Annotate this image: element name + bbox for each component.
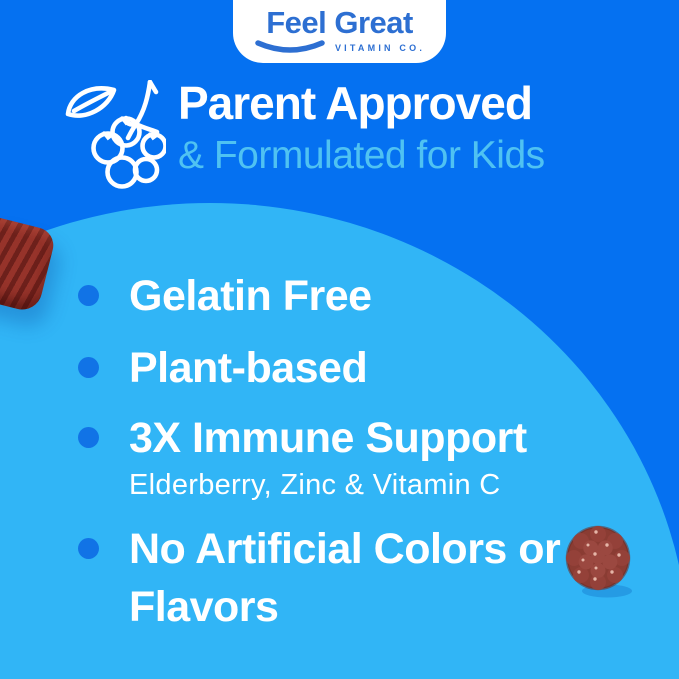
benefit-label: 3X Immune Support: [129, 414, 527, 462]
list-item: No Artificial Colors or Flavors: [78, 520, 614, 636]
header: Parent Approved & Formulated for Kids: [62, 78, 545, 192]
list-item: Gelatin Free: [78, 267, 372, 325]
page-subtitle: & Formulated for Kids: [178, 134, 545, 177]
bullet-dot-icon: [78, 285, 99, 306]
benefit-text: 3X Immune Support Elderberry, Zinc & Vit…: [129, 409, 527, 502]
brand-tagline: VITAMIN CO.: [334, 42, 426, 53]
list-item: Plant-based: [78, 339, 368, 397]
list-item: 3X Immune Support Elderberry, Zinc & Vit…: [78, 409, 527, 502]
benefit-label: Gelatin Free: [129, 272, 372, 320]
bullet-dot-icon: [78, 427, 99, 448]
benefit-label: Plant-based: [129, 344, 368, 392]
header-text: Parent Approved & Formulated for Kids: [178, 78, 545, 192]
page-title: Parent Approved: [178, 77, 533, 129]
bullet-dot-icon: [78, 357, 99, 378]
benefit-sublabel: Elderberry, Zinc & Vitamin C: [129, 469, 501, 502]
smile-icon: [255, 40, 325, 53]
benefit-label: No Artificial Colors or Flavors: [129, 525, 561, 632]
benefit-text: Gelatin Free: [129, 267, 372, 325]
elderberry-gummy-icon: [565, 525, 632, 598]
brand-logo-tab: Feel Great VITAMIN CO.: [233, 0, 446, 63]
elderberry-branch-icon: [65, 80, 166, 189]
benefits-list: Gelatin Free Plant-based 3X Immune Suppo…: [78, 267, 638, 647]
benefit-text: Plant-based: [129, 339, 368, 397]
brand-name: Feel Great: [266, 5, 413, 40]
benefit-text: No Artificial Colors or Flavors: [129, 520, 614, 636]
brand-tagline-row: VITAMIN CO.: [254, 40, 425, 55]
bullet-dot-icon: [78, 538, 99, 559]
